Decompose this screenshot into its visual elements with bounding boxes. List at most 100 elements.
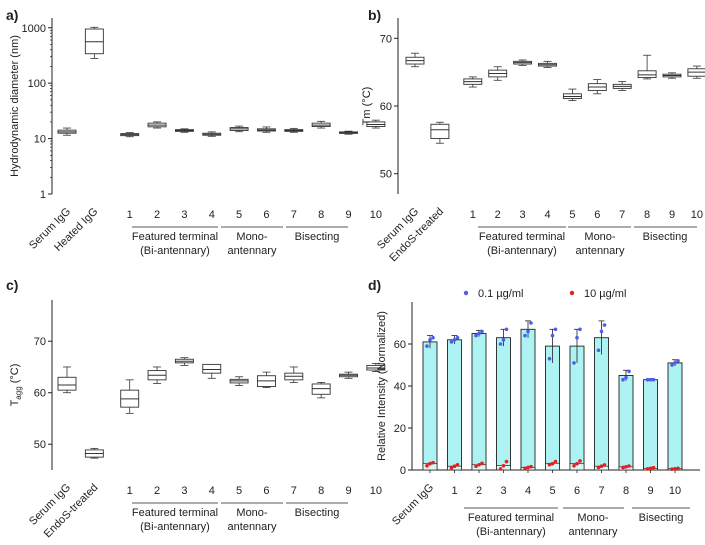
point-10 (572, 464, 576, 468)
point-10 (480, 461, 484, 466)
box-body (202, 363, 222, 374)
point-10 (529, 464, 533, 469)
point-10 (651, 465, 656, 470)
point-10 (431, 460, 435, 465)
point-10 (575, 461, 579, 466)
point-0.1 (529, 321, 533, 325)
group-label-mono-1: Mono- (236, 231, 268, 243)
point-0.1 (480, 329, 484, 334)
point-10 (547, 462, 552, 467)
box-3 (174, 128, 194, 133)
x-tick-label: 2 (476, 485, 482, 497)
x-tick-label: 3 (500, 485, 506, 497)
point-0.1 (474, 333, 478, 338)
box-10 (687, 65, 705, 79)
box-2 (147, 121, 167, 129)
box-1 (463, 76, 483, 88)
x-tick-label: 4 (544, 209, 550, 221)
x-tick-label: 2 (495, 209, 501, 221)
box-6 (587, 79, 607, 95)
group-label-bisecting: Bisecting (643, 231, 688, 243)
group-label-mono-1: Mono- (236, 507, 268, 519)
box-9 (339, 371, 358, 379)
y-axis-label: Relative Intensity (Normalized) (376, 311, 388, 461)
point-10 (526, 465, 530, 470)
y-tick-label: 70 (34, 336, 46, 348)
box-7 (612, 81, 632, 91)
box-4 (202, 363, 222, 379)
bar-0.1 (594, 337, 609, 471)
x-tick-label: 9 (345, 209, 351, 221)
point-0.1 (599, 329, 604, 334)
x-tick-label: 7 (619, 209, 625, 221)
point-0.1 (501, 338, 506, 342)
box-10 (366, 119, 386, 129)
x-tick-label: 10 (691, 209, 703, 221)
y-tick-label: 1 (40, 189, 46, 201)
y-tick-label: 40 (394, 381, 406, 393)
box-9 (662, 72, 682, 79)
box-8 (311, 120, 331, 129)
point-0.1 (449, 340, 454, 344)
point-0.1 (670, 363, 674, 367)
point-0.1 (526, 329, 530, 334)
point-10 (676, 466, 680, 471)
box-10 (366, 362, 386, 373)
box-2 (147, 366, 167, 384)
point-10 (550, 461, 555, 466)
x-tick-label: 10 (370, 485, 382, 497)
point-0.1 (575, 335, 579, 340)
y-tick-label: 20 (394, 423, 406, 435)
box-body (57, 376, 77, 391)
point-10 (673, 466, 677, 471)
group-label-bisecting: Bisecting (295, 231, 340, 243)
x-tick-label: 10 (669, 485, 681, 497)
point-0.1 (428, 338, 432, 342)
box-body (311, 383, 331, 395)
group-label-featured-1: Featured terminal (468, 512, 554, 524)
bar-0.1 (667, 362, 683, 471)
point-10 (477, 462, 481, 467)
bar-0.1 (618, 375, 634, 471)
x-tick-label: 7 (291, 485, 297, 497)
point-10 (501, 464, 506, 468)
box-Serum IgG (405, 52, 425, 68)
point-0.1 (676, 359, 680, 363)
group-labels-a: Featured terminal (Bi-antennary) Mono- a… (132, 226, 348, 257)
x-tick-label: 6 (263, 209, 269, 221)
y-tick-label: 60 (394, 339, 406, 351)
point-0.1 (621, 377, 625, 382)
point-10 (621, 465, 625, 470)
box-4 (538, 60, 557, 68)
point-10 (602, 463, 607, 467)
point-0.1 (624, 375, 628, 380)
point-0.1 (648, 377, 653, 382)
group-label-mono-2: antennary (569, 526, 618, 538)
point-10 (474, 464, 478, 469)
point-0.1 (572, 361, 576, 365)
x-tick-label: 5 (236, 209, 242, 221)
group-label-featured-2: (Bi-antennary) (476, 526, 546, 538)
point-0.1 (425, 344, 429, 348)
x-tick-label: 8 (623, 485, 629, 497)
legend-label-0.1: 0.1 µg/ml (478, 288, 523, 300)
point-0.1 (550, 333, 555, 338)
bar-0.1 (545, 345, 560, 471)
point-0.1 (504, 327, 509, 332)
box-Serum IgG (57, 366, 77, 394)
box-Serum IgG (57, 127, 77, 136)
x-tick-label: 4 (525, 485, 531, 497)
group-label-bisecting: Bisecting (295, 507, 340, 519)
x-tick-label: 5 (236, 485, 242, 497)
box-6 (257, 371, 276, 388)
point-10 (627, 464, 631, 468)
box-6 (257, 126, 276, 133)
point-10 (452, 464, 457, 469)
y-tick-label: 1000 (22, 23, 46, 35)
point-10 (425, 464, 429, 468)
y-tick-label: 50 (34, 439, 46, 451)
x-tick-label: 8 (644, 209, 650, 221)
y-axis-label: Hydrodynamic diameter (nm) (9, 35, 21, 177)
